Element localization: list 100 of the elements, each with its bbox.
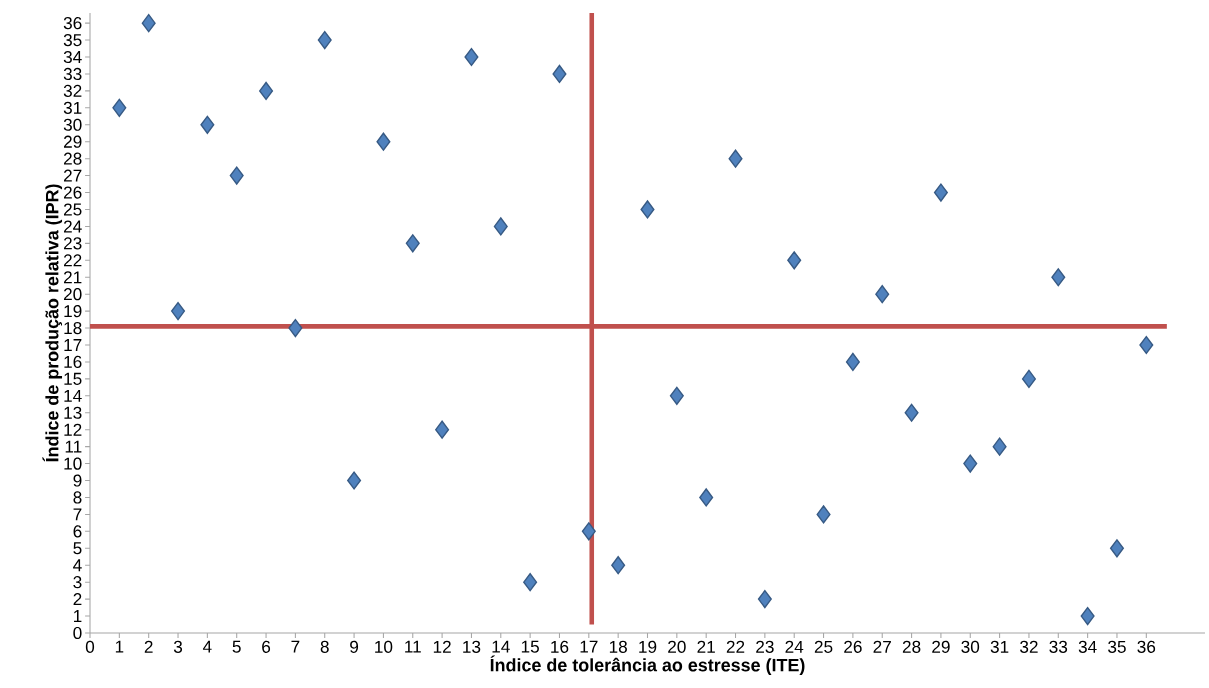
y-tick-label: 9 xyxy=(73,474,82,487)
x-tick-label: 22 xyxy=(726,640,745,653)
x-tick-label: 36 xyxy=(1137,640,1156,653)
point xyxy=(1109,539,1125,558)
point xyxy=(464,47,479,67)
x-tick-label: 18 xyxy=(609,640,627,653)
point xyxy=(288,318,303,338)
x-tick-label: 15 xyxy=(521,640,539,653)
y-tick-label: 21 xyxy=(63,271,82,284)
point xyxy=(669,386,684,405)
y-tick-label: 25 xyxy=(63,203,82,216)
y-tick-label: 32 xyxy=(63,84,82,97)
y-axis-title: Índice de produção relativa (IPR) xyxy=(42,184,63,462)
point xyxy=(523,573,538,592)
point xyxy=(757,589,772,609)
y-tick-label: 35 xyxy=(63,33,82,47)
x-tick-label: 8 xyxy=(320,640,329,653)
y-tick-label: 28 xyxy=(63,152,82,165)
point xyxy=(699,488,714,507)
x-tick-label: 30 xyxy=(961,640,980,653)
x-tick-label: 1 xyxy=(115,640,124,653)
y-tick-label: 11 xyxy=(65,440,82,453)
y-tick-label: 5 xyxy=(73,542,82,555)
x-tick-label: 7 xyxy=(291,640,300,653)
point xyxy=(963,454,978,473)
point xyxy=(259,81,274,101)
point xyxy=(1080,606,1095,626)
x-tick-label: 4 xyxy=(202,640,212,653)
x-tick-label: 32 xyxy=(1020,640,1038,653)
y-tick-label: 34 xyxy=(63,50,82,64)
point xyxy=(581,522,596,541)
point xyxy=(787,251,802,270)
point xyxy=(904,403,919,422)
point xyxy=(1139,335,1154,355)
y-tick-label: 3 xyxy=(73,576,82,589)
y-tick-label: 29 xyxy=(63,135,82,148)
point xyxy=(1021,369,1036,389)
y-tick-label: 7 xyxy=(73,508,82,521)
x-tick-label: 28 xyxy=(902,640,921,653)
y-tick-label: 26 xyxy=(63,186,82,199)
point xyxy=(347,471,362,490)
point xyxy=(845,352,860,372)
x-tick-label: 14 xyxy=(492,640,510,653)
point xyxy=(816,505,831,524)
y-tick-label: 13 xyxy=(64,406,82,419)
y-tick-label: 17 xyxy=(64,339,82,351)
x-tick-label: 26 xyxy=(844,640,862,653)
x-tick-label: 17 xyxy=(580,640,598,653)
point xyxy=(552,64,567,84)
point xyxy=(640,200,655,219)
y-tick-label: 8 xyxy=(73,491,82,504)
x-tick-label: 9 xyxy=(350,640,359,653)
x-axis-title: Índice de tolerância ao estresse (ITE) xyxy=(490,655,805,675)
x-tick-label: 19 xyxy=(639,640,657,653)
x-tick-label: 0 xyxy=(85,640,95,653)
point xyxy=(141,13,156,33)
x-tick-label: 5 xyxy=(232,640,241,653)
y-tick-label: 0 xyxy=(73,626,82,640)
x-tick-label: 3 xyxy=(173,640,183,653)
point xyxy=(170,301,186,321)
x-tick-label: 11 xyxy=(405,640,421,653)
point xyxy=(229,166,244,185)
x-tick-label: 34 xyxy=(1078,640,1097,653)
y-tick-label: 2 xyxy=(73,593,82,606)
x-tick-label: 21 xyxy=(697,640,715,653)
y-tick-label: 20 xyxy=(63,288,82,301)
x-tick-label: 25 xyxy=(814,640,833,653)
point xyxy=(493,217,508,236)
point xyxy=(200,115,215,134)
y-tick-label: 6 xyxy=(73,525,82,538)
y-tick-label: 22 xyxy=(63,254,82,267)
y-tick-label: 12 xyxy=(64,423,82,436)
x-tick-label: 23 xyxy=(756,640,774,653)
x-tick-label: 31 xyxy=(990,640,1009,653)
x-tick-label: 20 xyxy=(668,640,686,653)
y-tick-label: 27 xyxy=(63,169,82,182)
y-tick-label: 4 xyxy=(73,559,82,572)
y-tick-label: 30 xyxy=(63,118,82,131)
y-tick-label: 10 xyxy=(64,457,82,470)
point xyxy=(992,437,1007,456)
point xyxy=(317,30,332,50)
point xyxy=(1051,268,1066,287)
x-tick-label: 2 xyxy=(144,640,153,653)
point xyxy=(728,149,743,168)
x-tick-label: 12 xyxy=(433,640,451,653)
y-tick-label: 16 xyxy=(64,355,82,369)
y-tick-label: 15 xyxy=(64,372,82,385)
y-tick-label: 19 xyxy=(64,305,82,318)
y-tick-label: 18 xyxy=(64,321,82,335)
point xyxy=(933,183,948,202)
x-tick-label: 35 xyxy=(1108,640,1126,653)
x-tick-label: 13 xyxy=(463,640,481,653)
x-tick-label: 16 xyxy=(551,640,569,653)
y-tick-label: 1 xyxy=(74,610,82,622)
x-tick-label: 33 xyxy=(1049,640,1068,653)
y-tick-label: 36 xyxy=(63,17,82,30)
x-tick-label: 29 xyxy=(932,640,950,653)
point xyxy=(611,556,626,575)
y-tick-label: 33 xyxy=(63,67,82,81)
x-tick-label: 27 xyxy=(873,640,891,653)
